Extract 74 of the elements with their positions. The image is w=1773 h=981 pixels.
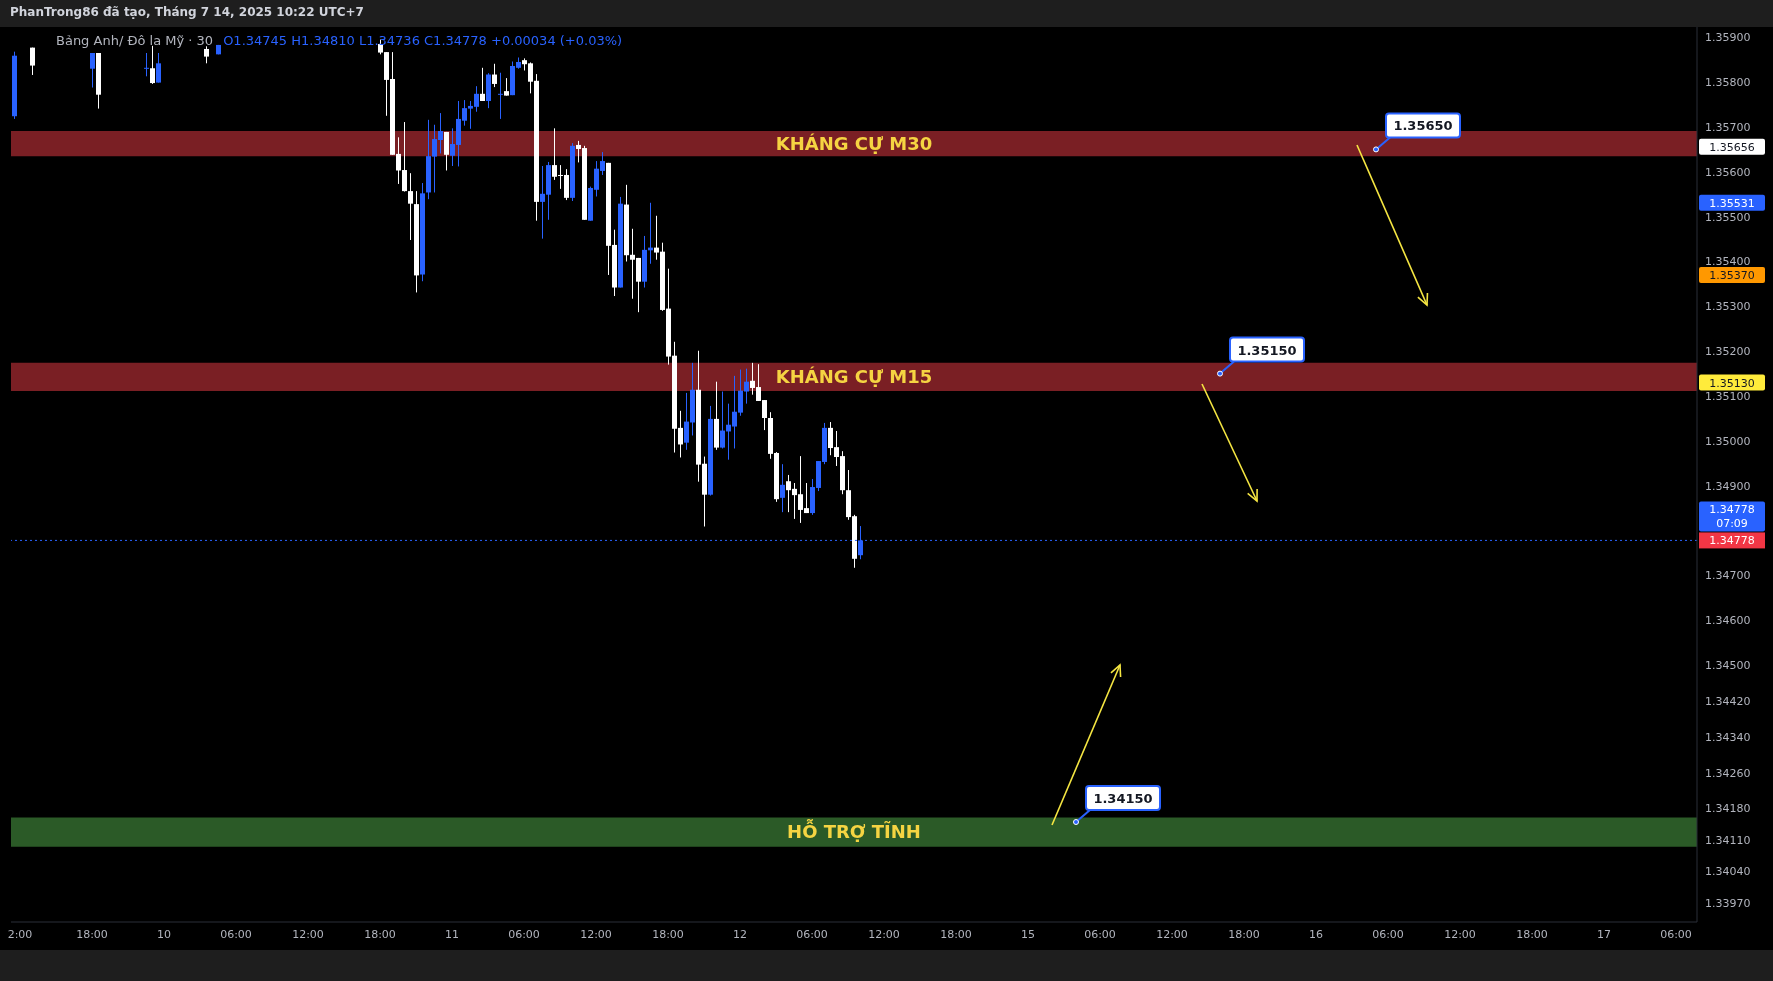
y-tick-label: 1.35700 — [1705, 120, 1751, 134]
y-tick-label: 1.35300 — [1705, 300, 1751, 314]
annotation: O1.34745 H1.34810 L1.34736 C1.34778 +0.00034 (+0.03%) — [223, 33, 623, 48]
y-tick-label: 1.34500 — [1705, 658, 1751, 672]
text: 1.34778 07:09 — [1709, 503, 1755, 531]
y-tick-label: 1.33970 — [1705, 896, 1751, 910]
candlestick — [480, 67, 485, 102]
x-tick-label: 06:00 — [508, 927, 540, 941]
text: 1.35531 — [1709, 196, 1755, 210]
y-tick-label: 1.35100 — [1705, 389, 1751, 403]
candlestick — [30, 47, 35, 76]
y-tick-label: 1.35900 — [1705, 31, 1751, 45]
candlestick — [780, 463, 785, 513]
y-tick-label: 1.35600 — [1705, 165, 1751, 179]
x-tick-label: 12:00 — [292, 927, 324, 941]
y-tick-label: 1.34260 — [1705, 766, 1751, 780]
x-tick-label: 18:00 — [1516, 927, 1548, 941]
candlestick — [444, 131, 449, 171]
candlestick — [408, 172, 413, 241]
y-tick-label: 1.34600 — [1705, 614, 1751, 628]
x-tick-label: 17 — [1597, 927, 1611, 941]
annotation: 1.35650 — [1393, 118, 1453, 134]
candlestick — [492, 63, 497, 88]
candlestick — [144, 52, 149, 77]
y-tick-label: 1.34040 — [1705, 865, 1751, 879]
text: 1.35656 — [1709, 140, 1755, 154]
band-label: KHÁNG CỰ M15 — [775, 366, 933, 388]
candlestick — [684, 392, 689, 451]
text: 1.35130 — [1709, 376, 1755, 390]
y-tick-label: 1.35200 — [1705, 345, 1751, 359]
text: Bảng Anh/ Đô la Mỹ · 30 — [56, 33, 214, 48]
x-tick-label: 06:00 — [796, 927, 828, 941]
candlestick — [720, 391, 725, 449]
candlestick — [150, 45, 155, 85]
x-tick-label: 18:00 — [364, 927, 396, 941]
x-tick-label: 06:00 — [1660, 927, 1692, 941]
y-tick-label: 1.34900 — [1705, 479, 1751, 493]
y-tick-label: 1.34420 — [1705, 694, 1751, 708]
candlestick — [90, 52, 95, 89]
x-tick-label: 12 — [733, 927, 747, 941]
x-tick-label: 16 — [1309, 927, 1323, 941]
annotation: 1.34150 — [1093, 791, 1153, 807]
band-label: KHÁNG CỰ M30 — [775, 132, 933, 154]
y-tick-label: 1.35800 — [1705, 76, 1751, 90]
band-label: HỖ TRỢ TĨNH — [787, 818, 921, 843]
chart-title: PhanTrong86 đã tạo, Tháng 7 14, 2025 10:22 UTC+7 — [10, 5, 364, 19]
x-tick-label: 06:00 — [1084, 927, 1116, 941]
ref-line-label: 1.34778 — [1709, 534, 1755, 548]
x-tick-label: 15 — [1021, 927, 1035, 941]
x-tick-label: 06:00 — [1372, 927, 1404, 941]
y-tick-label: 1.35000 — [1705, 434, 1751, 448]
x-tick-label: 06:00 — [220, 927, 252, 941]
candlestick — [156, 52, 161, 84]
x-tick-label: 12:00 — [868, 927, 900, 941]
x-tick-label: 18:00 — [940, 927, 972, 941]
candlestick — [402, 121, 407, 193]
x-tick-label: 12:00 — [1156, 927, 1188, 941]
x-tick-label: 18:00 — [76, 927, 108, 941]
x-tick-label: 11 — [445, 927, 459, 941]
x-tick-label: 10 — [157, 927, 171, 941]
y-tick-label: 1.34340 — [1705, 730, 1751, 744]
y-tick-label: 1.34180 — [1705, 802, 1751, 816]
candlestick — [498, 72, 503, 120]
y-tick-label: 1.34700 — [1705, 569, 1751, 583]
annotation: 1.35150 — [1237, 342, 1297, 358]
x-tick-label: 12:00 — [580, 927, 612, 941]
y-tick-label: 1.35400 — [1705, 255, 1751, 269]
x-tick-label: 2:00 — [7, 927, 33, 941]
text: 1.35370 — [1709, 268, 1755, 282]
y-tick-label: 1.34110 — [1705, 833, 1751, 847]
x-tick-label: 18:00 — [1228, 927, 1260, 941]
y-tick-label: 1.35500 — [1705, 210, 1751, 224]
x-tick-label: 12:00 — [1444, 927, 1476, 941]
x-tick-label: 18:00 — [652, 927, 684, 941]
